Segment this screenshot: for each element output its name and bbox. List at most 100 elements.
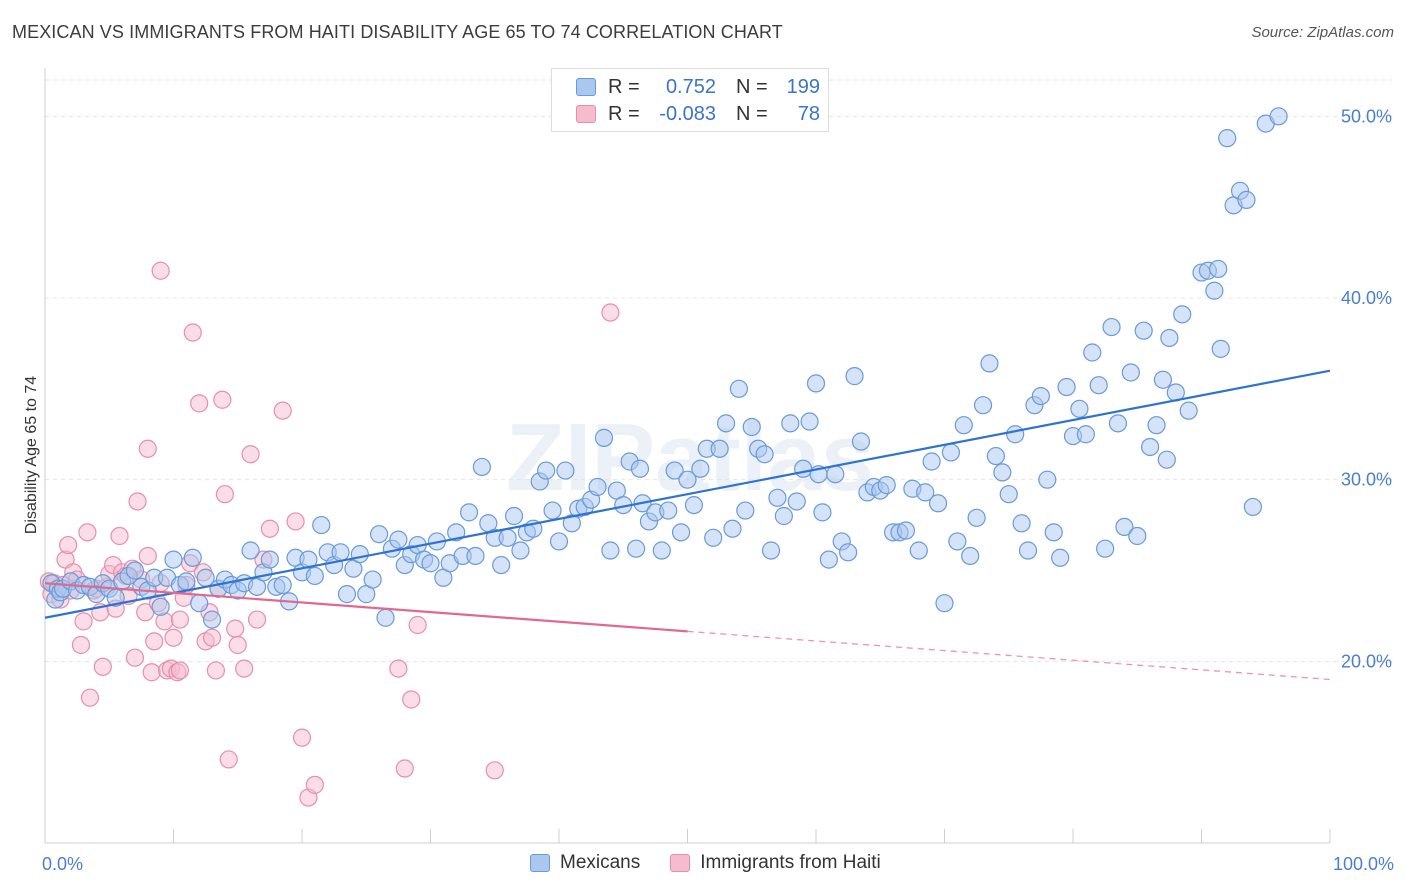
mexicans-point [729, 379, 749, 398]
mexicans-point [1157, 450, 1176, 469]
x-tick-label: 0.0% [42, 854, 83, 874]
mexicans-point [768, 488, 787, 507]
haiti-point [71, 635, 91, 655]
mexicans-point [190, 594, 209, 613]
haiti-point [305, 775, 324, 794]
mexicans-trend-line [44, 369, 1331, 619]
legend-item-mexicans: Mexicans [530, 852, 640, 874]
mexicans-point [716, 414, 736, 433]
mexicans-point [1038, 470, 1057, 489]
mexicans-point [877, 476, 896, 495]
legend-row-mexicans: R = 0.752 N = 199 [576, 75, 820, 99]
mexicans-point [665, 461, 684, 480]
mexicans-point [549, 532, 569, 551]
mexicans-point [909, 541, 928, 560]
mexicans-point [537, 461, 556, 480]
gridlines [45, 79, 1392, 662]
n-value: 78 [797, 102, 820, 125]
haiti-point [183, 323, 202, 342]
mexicans-point [1269, 107, 1288, 126]
haiti-point [226, 619, 245, 638]
mexicans-point [1044, 523, 1063, 542]
mexicans-point [1173, 305, 1192, 324]
haiti-point [190, 394, 209, 413]
mexicans-point [781, 414, 800, 433]
mexicans-point [556, 461, 575, 480]
mexicans-point [1121, 363, 1140, 382]
mexicans-swatch [576, 78, 596, 96]
mexicans-point [1096, 539, 1115, 558]
mexicans-point [504, 506, 524, 526]
mexicans-point [1160, 328, 1179, 348]
haiti-legend-swatch [670, 854, 691, 872]
mexicans-point [678, 470, 697, 489]
mexicans-point [1209, 259, 1228, 279]
haiti-point [59, 535, 78, 555]
haiti-point [138, 546, 157, 566]
haiti-point [286, 512, 305, 531]
n-label: N = [736, 75, 768, 98]
haiti-point [213, 390, 232, 409]
haiti-point [151, 261, 170, 280]
haiti-point [170, 661, 190, 680]
watermark: ZIPatlas [506, 404, 874, 511]
mexicans-point [177, 572, 196, 591]
mexicans-point [459, 503, 479, 522]
axes [44, 68, 1331, 844]
mexicans-point [986, 446, 1006, 466]
haiti-point [273, 401, 292, 420]
mexicans-point [273, 575, 292, 595]
mexicans-point [241, 541, 260, 560]
mexicans-point [1012, 514, 1031, 533]
mexicans-point [1243, 497, 1263, 517]
haiti-point [402, 690, 421, 709]
mexicans-point [806, 374, 826, 393]
mexicans-point [993, 463, 1012, 482]
haiti-swatch [576, 105, 596, 123]
mexicans-point [498, 528, 517, 547]
mexicans-point [845, 367, 864, 386]
mexicans-point [1089, 376, 1108, 395]
haiti-point [215, 485, 234, 504]
mexicans-point [305, 566, 324, 586]
mexicans-point [1031, 387, 1050, 406]
y-tick-label: 20.0% [1341, 651, 1392, 671]
mexicans-point [761, 541, 781, 560]
mexicans-point [691, 459, 710, 478]
haiti-point [125, 648, 145, 667]
haiti-point [110, 526, 129, 546]
mexicans-point [1006, 425, 1025, 444]
mexicans-point [973, 396, 993, 415]
mexicans-point [896, 521, 916, 540]
mexicans-point [710, 439, 729, 458]
mexicans-point [800, 412, 819, 431]
mexicans-point [954, 416, 973, 435]
haiti-trend-line [44, 582, 688, 633]
chart-title: MEXICAN VS IMMIGRANTS FROM HAITI DISABIL… [12, 22, 783, 42]
mexicans-point [376, 608, 395, 627]
haiti-point [247, 610, 267, 629]
mexicans-point [1218, 129, 1237, 148]
mexicans-point [839, 543, 858, 562]
r-label: R = [608, 102, 640, 125]
mexicans-point [466, 546, 485, 566]
haiti-point [74, 612, 93, 631]
mexicans-point [967, 508, 986, 527]
legend-item-haiti: Immigrants from Haiti [670, 852, 881, 874]
series-mexicans-points [42, 107, 1288, 629]
haiti-point [138, 439, 157, 458]
r-value: -0.083 [659, 102, 716, 125]
mexicans-point [1237, 190, 1256, 209]
haiti-point [206, 661, 226, 680]
mexicans-point [736, 501, 755, 520]
mexicans-point [389, 530, 408, 549]
mexicans-point [941, 443, 961, 462]
stats-legend: R = 0.752 N = 199 R = -0.083 N = 78 [551, 68, 829, 132]
mexicans-point [472, 457, 491, 477]
haiti-point [389, 659, 408, 678]
mexicans-point [588, 477, 607, 497]
mexicans-point [421, 554, 440, 573]
mexicans-point [1051, 548, 1070, 567]
mexicans-point [794, 459, 813, 478]
